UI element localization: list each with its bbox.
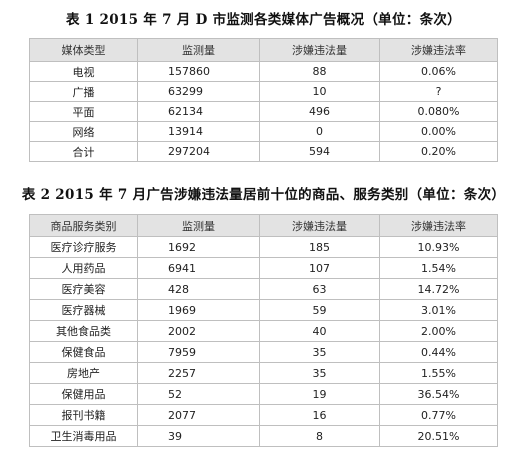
- cell-violations: 88: [259, 61, 380, 82]
- table-row: 合计 297204 594 0.20%: [29, 141, 498, 162]
- cell-rate: 20.51%: [379, 425, 498, 447]
- table-row: 电视 157860 88 0.06%: [29, 61, 498, 82]
- cell-violations: 10: [259, 81, 380, 102]
- cell-monitored: 1969: [137, 299, 260, 321]
- cell-rate: 1.54%: [379, 257, 498, 279]
- table-row: 卫生消毒用品 39 8 20.51%: [29, 425, 498, 447]
- cell-rate: 2.00%: [379, 320, 498, 342]
- cell-rate: 14.72%: [379, 278, 498, 300]
- cell-violations: 63: [259, 278, 380, 300]
- media-advertising-table: 媒体类型 监测量 涉嫌违法量 涉嫌违法率 电视 157860 88 0.06% …: [29, 38, 498, 162]
- category-violation-table: 商品服务类别 监测量 涉嫌违法量 涉嫌违法率 医疗诊疗服务 1692 185 1…: [29, 214, 498, 447]
- cell-violations: 35: [259, 341, 380, 363]
- cell-violations: 107: [259, 257, 380, 279]
- cell-category: 平面: [29, 101, 138, 122]
- cell-violations: 8: [259, 425, 380, 447]
- cell-category: 医疗器械: [29, 299, 138, 321]
- cell-violations: 594: [259, 141, 380, 162]
- cell-monitored: 157860: [137, 61, 260, 82]
- cell-violations: 19: [259, 383, 380, 405]
- cell-monitored: 13914: [137, 121, 260, 142]
- cell-violations: 185: [259, 236, 380, 258]
- table-row: 广播 63299 10 ?: [29, 81, 498, 102]
- column-header-violations: 涉嫌违法量: [259, 214, 380, 237]
- column-header-monitored: 监测量: [137, 214, 260, 237]
- cell-monitored: 6941: [137, 257, 260, 279]
- cell-violations: 40: [259, 320, 380, 342]
- cell-category: 人用药品: [29, 257, 138, 279]
- cell-category: 保健用品: [29, 383, 138, 405]
- cell-rate: 0.080%: [379, 101, 498, 122]
- cell-monitored: 2077: [137, 404, 260, 426]
- table2-caption: 表 2 2015 年 7 月广告涉嫌违法量居前十位的商品、服务类别（单位：条次）: [21, 187, 506, 203]
- cell-monitored: 2257: [137, 362, 260, 384]
- cell-rate: 10.93%: [379, 236, 498, 258]
- cell-violations: 35: [259, 362, 380, 384]
- table-row: 人用药品 6941 107 1.54%: [29, 257, 498, 279]
- cell-monitored: 7959: [137, 341, 260, 363]
- cell-category: 医疗诊疗服务: [29, 236, 138, 258]
- cell-violations: 496: [259, 101, 380, 122]
- cell-rate: 0.20%: [379, 141, 498, 162]
- table-row: 医疗美容 428 63 14.72%: [29, 278, 498, 300]
- cell-category: 卫生消毒用品: [29, 425, 138, 447]
- column-header-media-type: 媒体类型: [29, 38, 138, 62]
- table-row: 房地产 2257 35 1.55%: [29, 362, 498, 384]
- table1-caption: 表 1 2015 年 7 月 D 市监测各类媒体广告概况（单位：条次）: [66, 12, 461, 28]
- cell-rate: 0.77%: [379, 404, 498, 426]
- column-header-violation-rate: 涉嫌违法率: [379, 38, 498, 62]
- cell-category: 房地产: [29, 362, 138, 384]
- table-row: 医疗器械 1969 59 3.01%: [29, 299, 498, 321]
- table-row: 保健用品 52 19 36.54%: [29, 383, 498, 405]
- cell-category: 网络: [29, 121, 138, 142]
- cell-violations: 0: [259, 121, 380, 142]
- table-row: 平面 62134 496 0.080%: [29, 101, 498, 122]
- cell-category: 广播: [29, 81, 138, 102]
- cell-rate: 0.06%: [379, 61, 498, 82]
- table-row: 医疗诊疗服务 1692 185 10.93%: [29, 236, 498, 258]
- cell-monitored: 297204: [137, 141, 260, 162]
- table-header-row: 商品服务类别 监测量 涉嫌违法量 涉嫌违法率: [29, 214, 498, 237]
- cell-monitored: 39: [137, 425, 260, 447]
- column-header-category: 商品服务类别: [29, 214, 138, 237]
- cell-category: 电视: [29, 61, 138, 82]
- cell-category: 合计: [29, 141, 138, 162]
- cell-monitored: 2002: [137, 320, 260, 342]
- table-header-row: 媒体类型 监测量 涉嫌违法量 涉嫌违法率: [29, 38, 498, 62]
- cell-violations: 16: [259, 404, 380, 426]
- cell-monitored: 62134: [137, 101, 260, 122]
- table-row: 网络 13914 0 0.00%: [29, 121, 498, 142]
- cell-category: 保健食品: [29, 341, 138, 363]
- column-header-violation-rate: 涉嫌违法率: [379, 214, 498, 237]
- cell-monitored: 1692: [137, 236, 260, 258]
- cell-rate: 0.00%: [379, 121, 498, 142]
- cell-rate: 0.44%: [379, 341, 498, 363]
- table-row: 保健食品 7959 35 0.44%: [29, 341, 498, 363]
- cell-category: 其他食品类: [29, 320, 138, 342]
- column-header-monitored: 监测量: [137, 38, 260, 62]
- table-row: 报刊书籍 2077 16 0.77%: [29, 404, 498, 426]
- cell-category: 报刊书籍: [29, 404, 138, 426]
- table-row: 其他食品类 2002 40 2.00%: [29, 320, 498, 342]
- cell-category: 医疗美容: [29, 278, 138, 300]
- cell-rate: ?: [379, 81, 498, 102]
- column-header-violations: 涉嫌违法量: [259, 38, 380, 62]
- cell-monitored: 428: [137, 278, 260, 300]
- cell-rate: 36.54%: [379, 383, 498, 405]
- cell-violations: 59: [259, 299, 380, 321]
- cell-rate: 3.01%: [379, 299, 498, 321]
- cell-rate: 1.55%: [379, 362, 498, 384]
- cell-monitored: 63299: [137, 81, 260, 102]
- cell-monitored: 52: [137, 383, 260, 405]
